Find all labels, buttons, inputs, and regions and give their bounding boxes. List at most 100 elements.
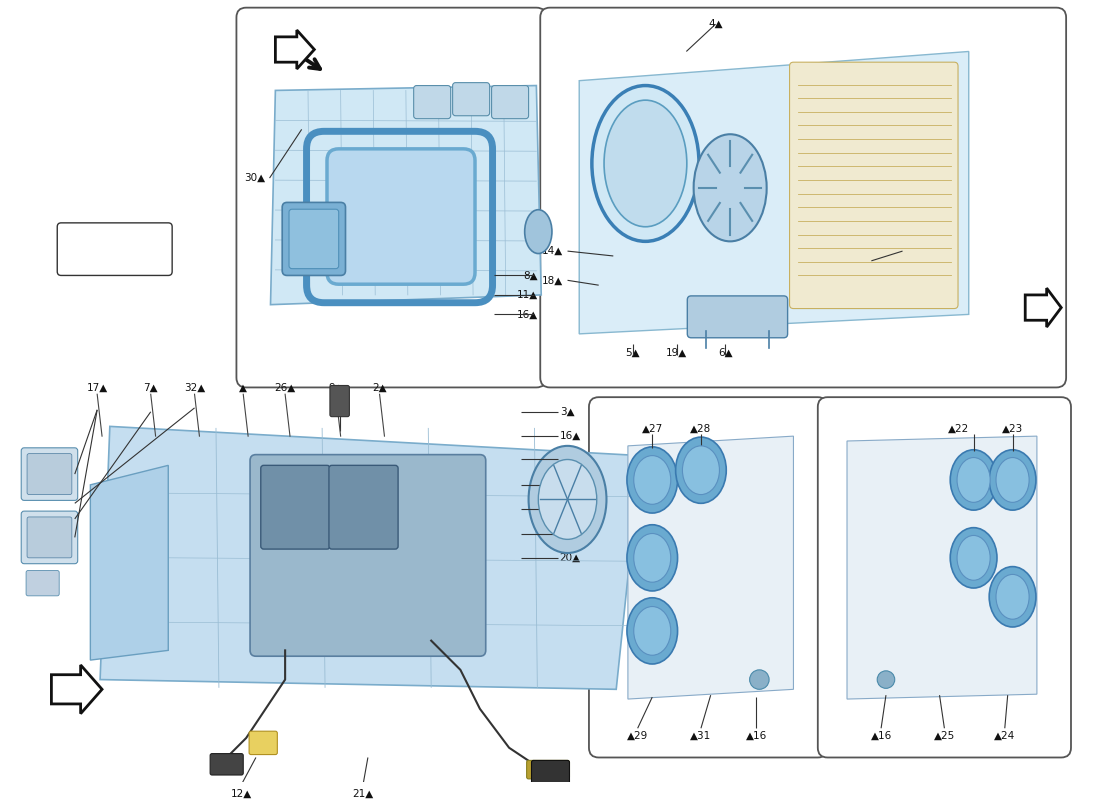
FancyBboxPatch shape bbox=[327, 149, 475, 284]
Text: ▲: ▲ bbox=[239, 382, 248, 392]
Text: 3▲: 3▲ bbox=[560, 406, 574, 417]
Text: 2▲: 2▲ bbox=[372, 382, 387, 392]
Polygon shape bbox=[90, 466, 168, 660]
Text: 21▲: 21▲ bbox=[560, 504, 581, 514]
FancyBboxPatch shape bbox=[452, 82, 490, 116]
FancyBboxPatch shape bbox=[26, 570, 59, 596]
FancyBboxPatch shape bbox=[540, 8, 1066, 387]
FancyBboxPatch shape bbox=[289, 210, 339, 269]
Ellipse shape bbox=[996, 458, 1030, 502]
Text: 10▲: 10▲ bbox=[560, 480, 581, 490]
FancyBboxPatch shape bbox=[236, 8, 546, 387]
FancyBboxPatch shape bbox=[28, 454, 72, 494]
FancyBboxPatch shape bbox=[688, 296, 788, 338]
Text: 16▲: 16▲ bbox=[560, 431, 581, 441]
Ellipse shape bbox=[675, 437, 726, 503]
Text: 20▲: 20▲ bbox=[560, 553, 581, 563]
Text: ▲25: ▲25 bbox=[934, 731, 955, 741]
FancyBboxPatch shape bbox=[21, 511, 78, 564]
Text: ▲31: ▲31 bbox=[691, 731, 712, 741]
Polygon shape bbox=[100, 426, 640, 690]
Text: 26▲: 26▲ bbox=[275, 382, 296, 392]
Text: 12▲: 12▲ bbox=[231, 789, 252, 798]
Ellipse shape bbox=[989, 566, 1036, 627]
Text: since 1984: since 1984 bbox=[360, 569, 546, 645]
Ellipse shape bbox=[634, 534, 671, 582]
Text: ▲28: ▲28 bbox=[691, 423, 712, 434]
Text: 17▲: 17▲ bbox=[87, 382, 108, 392]
Ellipse shape bbox=[877, 671, 894, 688]
FancyBboxPatch shape bbox=[492, 86, 529, 118]
Text: 15▲: 15▲ bbox=[911, 246, 932, 256]
Ellipse shape bbox=[682, 446, 719, 494]
Text: ▲29: ▲29 bbox=[627, 731, 648, 741]
FancyBboxPatch shape bbox=[329, 466, 398, 549]
Ellipse shape bbox=[957, 458, 990, 502]
FancyBboxPatch shape bbox=[261, 466, 330, 549]
Ellipse shape bbox=[604, 100, 686, 226]
FancyBboxPatch shape bbox=[21, 448, 78, 500]
Ellipse shape bbox=[950, 450, 997, 510]
Text: ▲23: ▲23 bbox=[1002, 423, 1023, 434]
Ellipse shape bbox=[525, 210, 552, 254]
Text: 16▲: 16▲ bbox=[560, 529, 581, 538]
Text: 4▲: 4▲ bbox=[708, 18, 723, 28]
Ellipse shape bbox=[749, 670, 769, 690]
Ellipse shape bbox=[529, 446, 606, 553]
Text: ▲27: ▲27 bbox=[641, 423, 663, 434]
Ellipse shape bbox=[592, 86, 698, 242]
Text: 30▲: 30▲ bbox=[244, 173, 265, 183]
FancyBboxPatch shape bbox=[790, 62, 958, 309]
Text: 6▲: 6▲ bbox=[718, 348, 733, 358]
Text: 13▲: 13▲ bbox=[560, 454, 581, 463]
Ellipse shape bbox=[957, 535, 990, 580]
Text: parts since 1984: parts since 1984 bbox=[628, 467, 861, 551]
FancyBboxPatch shape bbox=[250, 454, 486, 656]
Text: 9▲: 9▲ bbox=[329, 382, 343, 392]
FancyBboxPatch shape bbox=[527, 761, 570, 779]
FancyBboxPatch shape bbox=[283, 202, 345, 275]
Text: ▲24: ▲24 bbox=[994, 731, 1015, 741]
Text: ▲22: ▲22 bbox=[948, 423, 969, 434]
FancyBboxPatch shape bbox=[588, 397, 827, 758]
Ellipse shape bbox=[634, 606, 671, 655]
Text: 8▲: 8▲ bbox=[524, 270, 538, 281]
Text: 16▲: 16▲ bbox=[517, 310, 538, 319]
Ellipse shape bbox=[996, 574, 1030, 619]
Ellipse shape bbox=[627, 525, 678, 591]
Polygon shape bbox=[628, 436, 793, 699]
Polygon shape bbox=[271, 86, 541, 305]
Text: 5▲: 5▲ bbox=[626, 348, 640, 358]
Ellipse shape bbox=[634, 456, 671, 504]
FancyBboxPatch shape bbox=[28, 517, 72, 558]
Text: 14▲: 14▲ bbox=[541, 246, 563, 256]
FancyBboxPatch shape bbox=[249, 731, 277, 754]
FancyBboxPatch shape bbox=[414, 86, 451, 118]
Ellipse shape bbox=[627, 447, 678, 513]
FancyBboxPatch shape bbox=[210, 754, 243, 775]
FancyBboxPatch shape bbox=[531, 761, 570, 786]
Text: 7▲: 7▲ bbox=[143, 382, 158, 392]
Ellipse shape bbox=[538, 459, 596, 539]
Ellipse shape bbox=[950, 528, 997, 588]
FancyBboxPatch shape bbox=[57, 223, 173, 275]
FancyBboxPatch shape bbox=[817, 397, 1071, 758]
FancyBboxPatch shape bbox=[330, 386, 350, 417]
Text: 21▲: 21▲ bbox=[352, 789, 374, 798]
Polygon shape bbox=[275, 30, 315, 69]
Text: ▲ = 1: ▲ = 1 bbox=[96, 242, 134, 256]
Text: 11▲: 11▲ bbox=[517, 290, 538, 300]
Text: ▲16: ▲16 bbox=[746, 731, 767, 741]
Ellipse shape bbox=[694, 134, 767, 242]
Polygon shape bbox=[52, 665, 102, 714]
Text: 18▲: 18▲ bbox=[541, 275, 563, 286]
Polygon shape bbox=[1025, 288, 1062, 327]
Text: 19▲: 19▲ bbox=[666, 348, 688, 358]
Ellipse shape bbox=[989, 450, 1036, 510]
Text: ▲16: ▲16 bbox=[870, 731, 892, 741]
Text: eurospares: eurospares bbox=[264, 484, 582, 612]
Ellipse shape bbox=[627, 598, 678, 664]
Text: 32▲: 32▲ bbox=[184, 382, 206, 392]
Polygon shape bbox=[847, 436, 1037, 699]
Polygon shape bbox=[580, 51, 969, 334]
